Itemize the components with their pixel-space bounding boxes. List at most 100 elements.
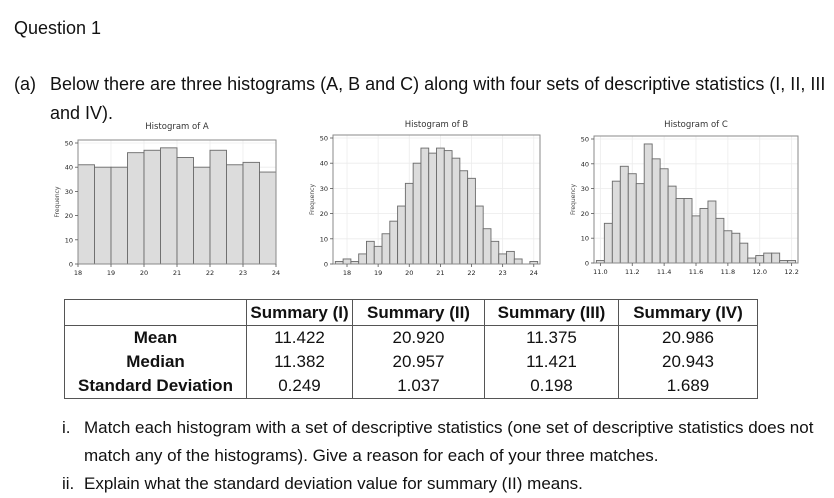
table-cell: 0.249 [246, 374, 353, 399]
histogram-bar [619, 165, 629, 264]
histogram-bar [699, 207, 709, 264]
header-summary-iii: Summary (III) [484, 299, 619, 326]
svg-text:22: 22 [467, 269, 475, 277]
table-cell: 11.422 [246, 325, 353, 350]
histogram-bar [659, 168, 669, 264]
row-label: Median [64, 350, 247, 374]
svg-text:12.0: 12.0 [753, 268, 767, 276]
subquestion-text: Match each histogram with a set of descr… [84, 418, 814, 465]
table-cell: 1.689 [618, 374, 758, 399]
table-cell: 1.037 [352, 374, 485, 399]
subquestion-text: Explain what the standard deviation valu… [84, 474, 583, 493]
histogram-bar [420, 147, 430, 265]
svg-text:40: 40 [320, 160, 328, 168]
histogram-bar [428, 152, 437, 265]
svg-text:10: 10 [320, 235, 328, 243]
histogram-bar [739, 242, 749, 264]
part-label: (a) [14, 74, 36, 94]
y-axis-label: Frequency [570, 184, 577, 215]
histogram-bar [675, 198, 685, 264]
row-label: Standard Deviation [64, 374, 247, 399]
histogram-bar [143, 149, 161, 265]
svg-text:24: 24 [530, 269, 538, 277]
histogram-bar [498, 253, 507, 265]
subquestion-ii: ii. Explain what the standard deviation … [62, 470, 832, 498]
table-cell: 0.198 [484, 374, 619, 399]
histogram-bar [404, 182, 414, 265]
subquestion-number: ii. [62, 474, 75, 493]
svg-text:30: 30 [581, 185, 589, 193]
histogram-bar [94, 166, 112, 265]
histogram-bar [443, 150, 453, 265]
histogram-bar [643, 143, 653, 264]
svg-text:30: 30 [65, 188, 73, 196]
svg-text:20: 20 [140, 269, 148, 277]
chart-title: Histogram of B [405, 120, 469, 130]
svg-text:12.2: 12.2 [784, 268, 798, 276]
svg-text:20: 20 [65, 212, 73, 220]
histogram-bar [771, 252, 781, 264]
histogram-bar [389, 220, 399, 265]
row-label: Mean [64, 325, 247, 350]
svg-text:10: 10 [65, 236, 73, 244]
table-header-row: Summary (I) Summary (II) Summary (III) S… [64, 299, 758, 326]
histogram-b: Histogram of B 0 10 20 30 40 50 18 19 20 21 22 23 24 F… [302, 116, 548, 286]
histogram-bar [715, 217, 725, 264]
histogram-bar [723, 230, 733, 264]
chart-title: Histogram of C [664, 120, 728, 130]
histogram-bar [436, 147, 445, 265]
histogram-bar [763, 252, 773, 264]
svg-text:11.4: 11.4 [657, 268, 671, 276]
histogram-bar [342, 258, 352, 265]
svg-text:11.8: 11.8 [721, 268, 735, 276]
histogram-bar [490, 240, 500, 265]
table-cell: 20.957 [352, 350, 485, 374]
svg-text:21: 21 [436, 269, 444, 277]
histogram-svg: Histogram of B 0 10 20 30 40 50 18 19 20 21 22 23 24 F… [309, 120, 541, 277]
table-cell: 11.375 [484, 325, 619, 350]
histogram-bar [635, 183, 645, 264]
svg-text:19: 19 [107, 269, 115, 277]
subquestion-number: i. [62, 418, 71, 437]
histogram-bar [467, 177, 476, 265]
table-cell: 11.382 [246, 350, 353, 374]
histogram-bar [459, 170, 469, 265]
histogram-c: Histogram of C 0 10 20 30 40 50 11.0 11.2 11.4 11.… [562, 116, 828, 286]
histogram-bar [755, 255, 765, 264]
histogram-bar [110, 166, 128, 265]
table-cell: 11.421 [484, 350, 619, 374]
histogram-svg: Histogram of C 0 10 20 30 40 50 11.0 11.2 11.4 11.… [570, 120, 799, 276]
question-title: Question 1 [14, 18, 102, 38]
svg-text:0: 0 [585, 260, 589, 268]
histogram-a: Histogram of A 0 10 20 30 40 50 18 19 20 21 22 23 24 F… [50, 118, 290, 286]
histogram-bar [651, 158, 661, 264]
histogram-bar [259, 171, 277, 265]
table-row-median: Median 11.382 20.957 11.421 20.943 [64, 350, 758, 374]
table-cell: 20.943 [618, 350, 758, 374]
table-cell: 20.986 [618, 325, 758, 350]
histogram-bar [127, 152, 145, 265]
histogram-bar [77, 164, 95, 265]
table-corner-cell [64, 299, 247, 326]
svg-text:50: 50 [65, 140, 73, 148]
histogram-bar [242, 161, 260, 265]
svg-text:10: 10 [581, 235, 589, 243]
svg-text:0: 0 [324, 261, 328, 269]
histogram-bar [747, 257, 757, 264]
histogram-bar [397, 205, 406, 265]
header-summary-ii: Summary (II) [352, 299, 485, 326]
histogram-bar [209, 149, 227, 265]
svg-text:11.6: 11.6 [689, 268, 703, 276]
histogram-bar [226, 164, 244, 265]
table-row-mean: Mean 11.422 20.920 11.375 20.986 [64, 325, 758, 350]
histogram-bar [193, 166, 211, 265]
histogram-bar [691, 215, 701, 264]
histogram-bar [667, 185, 677, 264]
svg-text:50: 50 [581, 136, 589, 144]
histogram-bar [373, 245, 383, 265]
histogram-bar [474, 205, 484, 265]
chart-title: Histogram of A [145, 122, 209, 132]
svg-text:21: 21 [173, 269, 181, 277]
svg-text:18: 18 [343, 269, 351, 277]
histogram-bar [683, 198, 693, 264]
